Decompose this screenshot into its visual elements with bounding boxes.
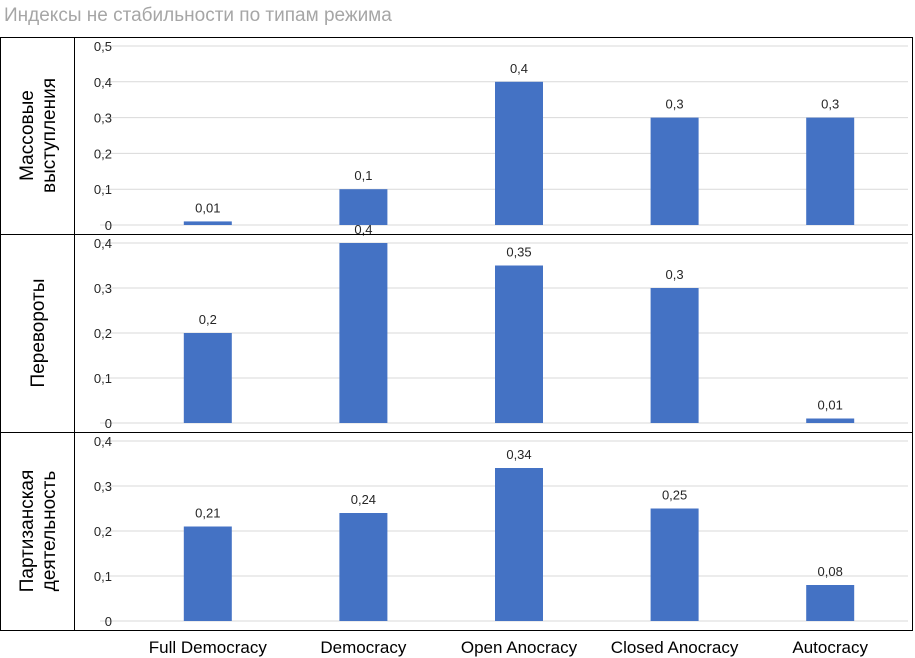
bar bbox=[650, 117, 699, 225]
bar bbox=[806, 418, 855, 423]
panel-label: Партизанскаядеятельность bbox=[17, 470, 60, 593]
y-tick-label: 0,4 bbox=[94, 75, 112, 90]
bar bbox=[495, 265, 543, 423]
y-tick-label: 0,2 bbox=[94, 524, 112, 539]
data-label: 0,01 bbox=[195, 200, 220, 215]
y-tick-label: 0,3 bbox=[94, 281, 112, 296]
y-tick-label: 0,2 bbox=[94, 326, 112, 341]
data-label: 0,3 bbox=[666, 97, 684, 112]
panel-label-line: выступления bbox=[39, 78, 60, 193]
data-label: 0,34 bbox=[506, 447, 531, 462]
x-tick-label: Closed Anocracy bbox=[611, 638, 739, 657]
panel-0: 0 0,1 0,2 0,3 0,4 0,5 0,01 0,1 0,4 0,3 0,3 Массовые… bbox=[0, 37, 913, 235]
panel-frame bbox=[0, 432, 913, 631]
panel-label-line: Перевороты bbox=[28, 279, 49, 388]
data-label: 0,01 bbox=[818, 398, 843, 413]
chart-panels: 0 0,1 0,2 0,3 0,4 0,5 0,01 0,1 0,4 0,3 0,3 Массовые… bbox=[0, 37, 913, 631]
panel-label-line: Партизанская bbox=[17, 470, 38, 593]
y-tick-label: 0 bbox=[105, 218, 112, 233]
bar bbox=[650, 288, 699, 423]
y-tick-label: 0,1 bbox=[94, 569, 112, 584]
x-tick-label: Democracy bbox=[320, 638, 406, 657]
bar bbox=[183, 333, 232, 423]
category-axis: Full Democracy Democracy Open Anocracy Clos… bbox=[149, 638, 869, 657]
y-tick-label: 0 bbox=[105, 416, 112, 431]
y-tick-label: 0,4 bbox=[94, 434, 112, 449]
data-label: 0,24 bbox=[351, 492, 376, 507]
y-tick-label: 0,1 bbox=[94, 182, 112, 197]
y-tick-label: 0,2 bbox=[94, 146, 112, 161]
data-label: 0,3 bbox=[666, 267, 684, 282]
data-label: 0,4 bbox=[510, 61, 528, 76]
bar bbox=[650, 508, 699, 621]
data-label: 0,1 bbox=[354, 168, 372, 183]
panel-label-line: деятельность bbox=[39, 471, 60, 592]
data-label: 0,21 bbox=[195, 506, 220, 521]
y-tick-label: 0,3 bbox=[94, 111, 112, 126]
x-tick-label: Full Democracy bbox=[149, 638, 268, 657]
x-tick-label: Autocracy bbox=[792, 638, 868, 657]
data-label: 0,25 bbox=[662, 488, 687, 503]
data-label: 0,08 bbox=[818, 564, 843, 579]
bar bbox=[183, 526, 232, 621]
y-tick-label: 0,1 bbox=[94, 371, 112, 386]
panel-1: 0 0,1 0,2 0,3 0,4 0,2 0,4 0,35 0,3 0,01 Перевороты bbox=[0, 222, 913, 433]
panel-label: Массовыевыступления bbox=[17, 78, 60, 193]
data-label: 0,35 bbox=[506, 245, 531, 260]
bar bbox=[339, 189, 388, 225]
bar bbox=[495, 468, 543, 621]
bar bbox=[339, 243, 388, 423]
data-label: 0,4 bbox=[354, 222, 372, 237]
data-label: 0,3 bbox=[821, 97, 839, 112]
panel-2: 0 0,1 0,2 0,3 0,4 0,21 0,24 0,34 0,25 0,08 Партиза… bbox=[0, 432, 913, 631]
panel-label-line: Массовые bbox=[17, 90, 38, 181]
y-tick-label: 0 bbox=[105, 614, 112, 629]
panel-label: Перевороты bbox=[28, 279, 49, 388]
y-tick-label: 0,4 bbox=[94, 236, 112, 251]
y-tick-label: 0,3 bbox=[94, 479, 112, 494]
bar bbox=[806, 117, 855, 225]
bar bbox=[183, 221, 232, 225]
bar bbox=[806, 585, 855, 621]
y-tick-label: 0,5 bbox=[94, 39, 112, 54]
x-tick-label: Open Anocracy bbox=[461, 638, 578, 657]
data-label: 0,2 bbox=[199, 312, 217, 327]
chart-title: Индексы не стабильности по типам режима bbox=[4, 5, 392, 26]
bar bbox=[339, 513, 388, 621]
bar bbox=[495, 81, 543, 225]
panel-frame bbox=[0, 37, 913, 235]
